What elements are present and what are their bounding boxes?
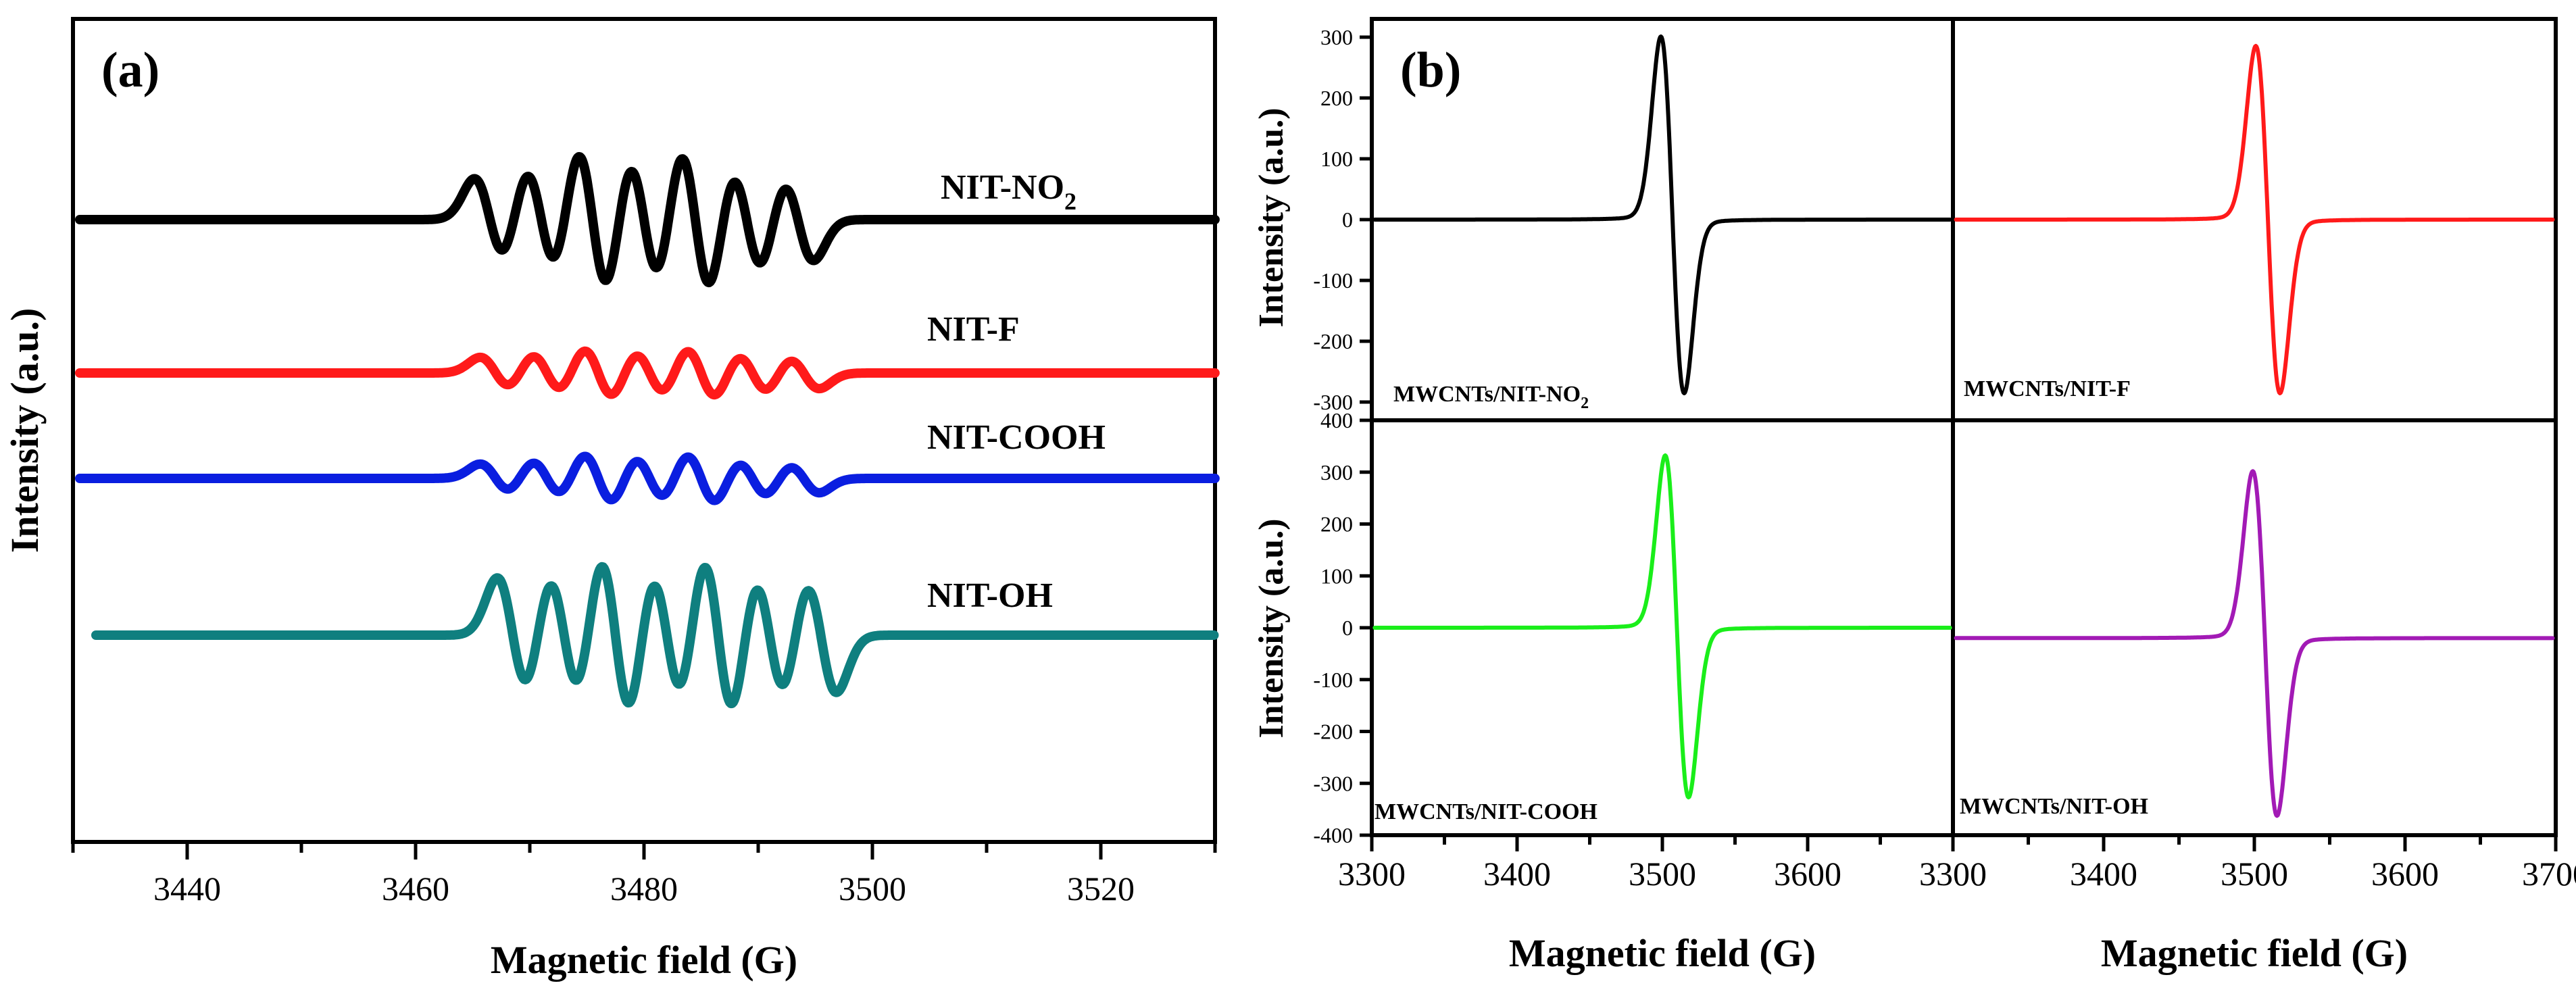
panel-b-label: (b) <box>1400 43 1461 98</box>
y-tick-label: 100 <box>1320 147 1353 171</box>
y-tick-label: 0 <box>1342 207 1353 232</box>
y-tick-label: 200 <box>1320 512 1353 537</box>
x-tick-label: 3520 <box>1067 870 1135 907</box>
y-tick-label: -300 <box>1313 771 1353 795</box>
panel-b-frame <box>1370 17 2558 837</box>
panel-b-bottom-y-axis-label: Intensity (a.u.) <box>1252 518 1291 738</box>
panel-b: (b) 3002001000-100-200-3004003002001000-… <box>1252 17 2576 975</box>
label-mwcnts-nit-no2: MWCNTs/NIT-NO2 <box>1393 382 1589 412</box>
x-tick-label: 3600 <box>1774 855 1841 893</box>
y-tick-label: -100 <box>1313 268 1353 293</box>
trace-nit-f <box>75 346 1220 400</box>
label-nit-f: NIT-F <box>927 310 1020 349</box>
panel-a: (a) 3440 3460 3480 3500 3520 Magnetic field … <box>3 17 1220 982</box>
y-tick-label: -200 <box>1313 329 1353 353</box>
panel-a-traces <box>75 152 1220 709</box>
panel-b-ticks: 3002001000-100-200-3004003002001000-100-… <box>1313 25 2576 893</box>
x-tick-label: 3440 <box>153 870 221 907</box>
x-tick-label: 3700 <box>2522 855 2576 893</box>
y-tick-label: 300 <box>1320 460 1353 484</box>
x-tick-label: 3500 <box>2221 855 2288 893</box>
y-tick-label: 300 <box>1320 25 1353 49</box>
label-mwcnts-nit-cooh: MWCNTs/NIT-COOH <box>1374 799 1597 824</box>
y-tick-label: -100 <box>1313 668 1353 692</box>
trace-nit-oh <box>91 562 1219 709</box>
x-tick-label: 3460 <box>382 870 449 907</box>
y-tick-label: 0 <box>1342 616 1353 640</box>
trace-mwcnts-nit-no <box>1372 34 1952 395</box>
trace-mwcnts-nit-oh <box>1954 469 2555 818</box>
x-tick-label: 3300 <box>1919 855 1987 893</box>
x-tick-label: 3400 <box>1483 855 1551 893</box>
panel-a-x-axis-label: Magnetic field (G) <box>491 938 797 982</box>
y-tick-label: -300 <box>1313 390 1353 414</box>
x-tick-label: 3300 <box>1338 855 1406 893</box>
label-mwcnts-nit-f: MWCNTs/NIT-F <box>1964 376 2131 401</box>
y-tick-label: 100 <box>1320 564 1353 588</box>
label-nit-oh: NIT-OH <box>927 576 1053 615</box>
panel-a-label: (a) <box>101 43 159 98</box>
x-tick-label: 3400 <box>2070 855 2137 893</box>
x-tick-label: 3500 <box>1629 855 1696 893</box>
trace-mwcnts-nit-f <box>1954 44 2555 395</box>
trace-nit-cooh <box>75 451 1220 505</box>
trace-mwcnts-nit-cooh <box>1372 453 1952 799</box>
x-tick-label: 3500 <box>839 870 906 907</box>
label-nit-cooh: NIT-COOH <box>927 418 1106 457</box>
panel-b-traces <box>1372 34 2555 818</box>
panel-b-left-x-axis-label: Magnetic field (G) <box>1509 931 1816 975</box>
y-tick-label: -200 <box>1313 720 1353 744</box>
panel-b-right-x-axis-label: Magnetic field (G) <box>2101 931 2408 975</box>
label-nit-no2: NIT-NO2 <box>941 168 1076 215</box>
y-tick-label: 200 <box>1320 86 1353 110</box>
trace-nit-no <box>75 152 1220 288</box>
panel-a-y-axis-label: Intensity (a.u.) <box>3 308 47 553</box>
x-tick-label: 3600 <box>2371 855 2439 893</box>
y-tick-label: -400 <box>1313 823 1353 847</box>
y-tick-label: 400 <box>1320 408 1353 432</box>
panel-a-x-ticks: 3440 3460 3480 3500 3520 <box>71 842 1217 907</box>
x-tick-label: 3480 <box>610 870 678 907</box>
panel-b-top-y-axis-label: Intensity (a.u.) <box>1252 107 1291 327</box>
label-mwcnts-nit-oh: MWCNTs/NIT-OH <box>1960 794 2148 819</box>
